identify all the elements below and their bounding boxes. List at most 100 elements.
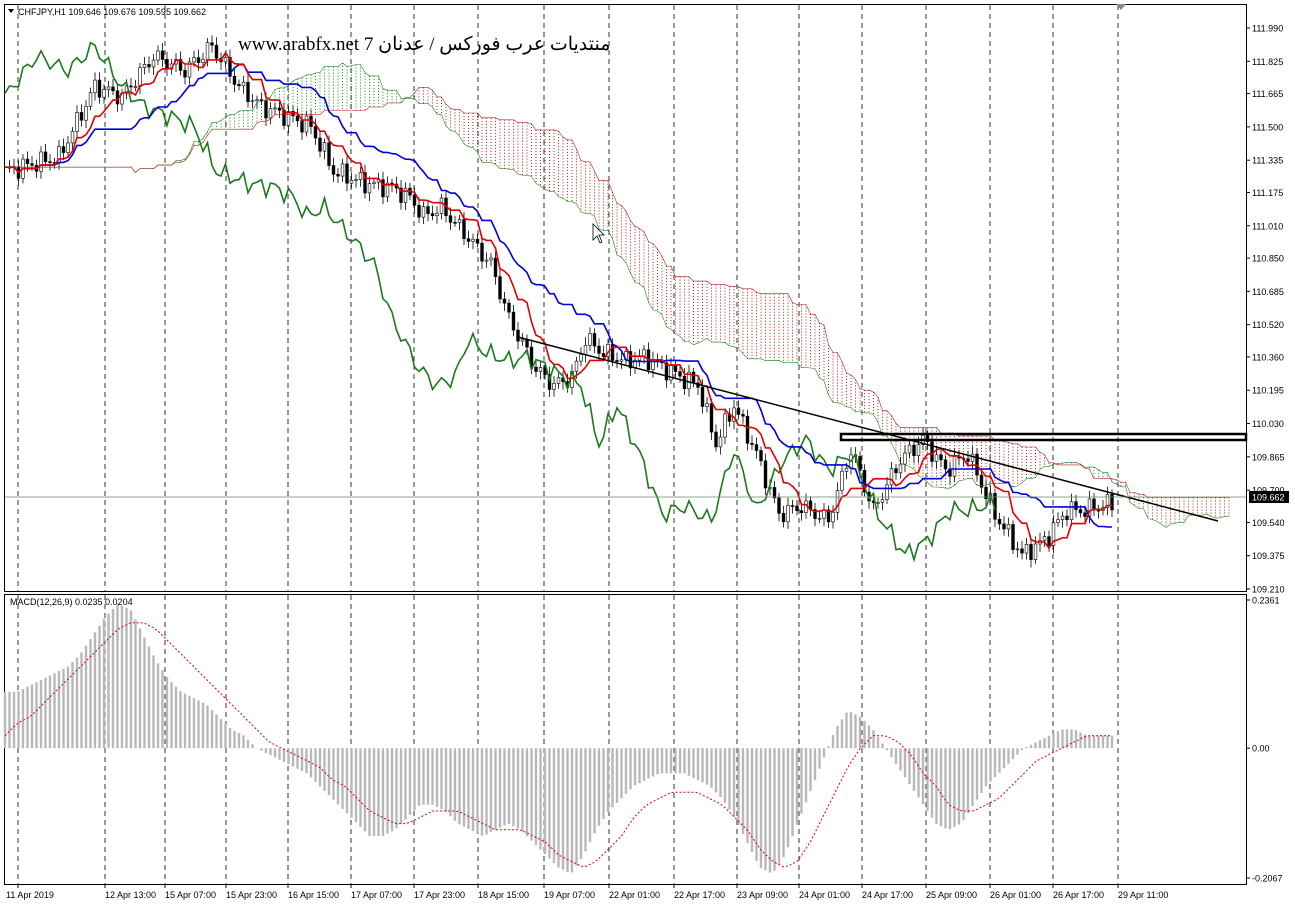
y-tick-label: 109.865 bbox=[1252, 452, 1285, 462]
x-tick-label: 23 Apr 09:00 bbox=[737, 890, 788, 900]
candle-body bbox=[1006, 524, 1011, 530]
candle-body bbox=[1110, 494, 1114, 511]
candle-body bbox=[835, 490, 840, 513]
x-tick-label: 22 Apr 17:00 bbox=[674, 890, 725, 900]
candle-body bbox=[268, 108, 273, 119]
kijun-sen bbox=[5, 63, 1112, 528]
candle-body bbox=[70, 131, 75, 144]
y-tick-label: 110.030 bbox=[1252, 419, 1284, 429]
candlesticks bbox=[7, 35, 1114, 568]
candle-body bbox=[435, 213, 439, 216]
y-tick-label: 109.540 bbox=[1252, 518, 1285, 528]
candle-body bbox=[336, 174, 340, 177]
candle-body bbox=[412, 194, 417, 206]
candle-body bbox=[741, 414, 745, 417]
candle-body bbox=[363, 172, 367, 194]
candle-body bbox=[534, 366, 538, 372]
x-tick-label: 29 Apr 11:00 bbox=[1118, 890, 1168, 900]
candle-body bbox=[1096, 509, 1101, 512]
watermark-text: www.arabfx.net 7 منتديات عرب فوركس / عدن… bbox=[238, 34, 610, 55]
candle-body bbox=[777, 497, 781, 514]
symbol-menu-icon[interactable] bbox=[8, 9, 14, 13]
candle-body bbox=[1042, 536, 1047, 541]
y-tick-label: 111.500 bbox=[1252, 122, 1283, 132]
candle-body bbox=[678, 371, 682, 377]
y-tick-label: 111.825 bbox=[1252, 57, 1283, 67]
candle-body bbox=[822, 509, 826, 519]
candle-body bbox=[907, 444, 912, 454]
candle-body bbox=[291, 110, 295, 117]
candle-body bbox=[592, 333, 597, 347]
candle-body bbox=[574, 360, 579, 372]
y-tick-label: 109.375 bbox=[1252, 551, 1285, 561]
y-tick-label: 111.175 bbox=[1252, 188, 1283, 198]
shift-marker-icon[interactable] bbox=[1116, 4, 1126, 10]
candle-body bbox=[358, 172, 363, 180]
x-tick-label: 24 Apr 01:00 bbox=[799, 890, 850, 900]
current-price-box bbox=[1249, 491, 1289, 503]
candle-body bbox=[930, 441, 934, 462]
candle-body bbox=[201, 58, 205, 63]
candle-body bbox=[952, 456, 957, 477]
candle-body bbox=[453, 222, 457, 224]
candle-body bbox=[615, 360, 619, 362]
candle-body bbox=[673, 365, 678, 372]
candle-body bbox=[1078, 509, 1083, 514]
candle-body bbox=[970, 453, 975, 462]
candle-body bbox=[781, 513, 786, 523]
candle-body bbox=[264, 100, 268, 119]
candle-body bbox=[340, 163, 345, 177]
candle-body bbox=[300, 120, 304, 133]
candle-body bbox=[30, 163, 34, 166]
candle-body bbox=[255, 99, 259, 102]
candle-body bbox=[714, 431, 718, 448]
candle-body bbox=[138, 67, 142, 87]
candle-body bbox=[75, 112, 79, 132]
x-tick-label: 11 Apr 2019 bbox=[6, 890, 54, 900]
candle-body bbox=[61, 146, 66, 153]
candle-body bbox=[79, 112, 84, 121]
macd-axis: 0.2361 0.00 -0.2067 bbox=[1246, 596, 1283, 884]
candle-body bbox=[183, 70, 187, 78]
x-tick-label: 19 Apr 07:00 bbox=[544, 890, 595, 900]
y-tick-label: 110.520 bbox=[1252, 320, 1284, 330]
candle-body bbox=[237, 84, 241, 87]
descending-trendline[interactable] bbox=[517, 336, 1219, 522]
vertical-grid bbox=[17, 5, 1119, 884]
candle-body bbox=[142, 64, 147, 68]
current-price-label: 109.662 bbox=[1252, 493, 1285, 503]
candle-body bbox=[1002, 523, 1006, 530]
signal-path bbox=[4, 622, 1112, 868]
candle-body bbox=[439, 197, 444, 214]
candle-body bbox=[151, 59, 156, 68]
senkou-span-a bbox=[5, 62, 1229, 528]
candle-body bbox=[381, 179, 385, 198]
candle-body bbox=[39, 151, 43, 172]
candle-body bbox=[160, 50, 165, 60]
candle-body bbox=[1056, 519, 1060, 524]
resistance-rectangle[interactable] bbox=[839, 432, 1248, 442]
candle-body bbox=[889, 468, 894, 486]
candle-body bbox=[772, 487, 777, 499]
candle-body bbox=[331, 165, 336, 175]
candle-body bbox=[903, 452, 907, 465]
macd-pane-frame bbox=[4, 594, 1247, 885]
candle-body bbox=[723, 413, 727, 438]
candle-body bbox=[754, 444, 759, 451]
candle-body bbox=[597, 345, 601, 354]
candle-body bbox=[318, 137, 322, 152]
candle-body bbox=[1020, 548, 1024, 554]
candle-body bbox=[399, 187, 403, 203]
candle-body bbox=[511, 311, 516, 331]
candle-body bbox=[205, 42, 210, 60]
candle-body bbox=[718, 436, 723, 448]
candle-body bbox=[88, 92, 93, 107]
x-tick-label: 26 Apr 17:00 bbox=[1053, 890, 1104, 900]
candle-body bbox=[102, 89, 106, 98]
y-tick-label: 109.210 bbox=[1252, 585, 1285, 595]
candle-body bbox=[898, 463, 903, 474]
candle-body bbox=[246, 81, 250, 102]
candle-body bbox=[885, 484, 889, 500]
